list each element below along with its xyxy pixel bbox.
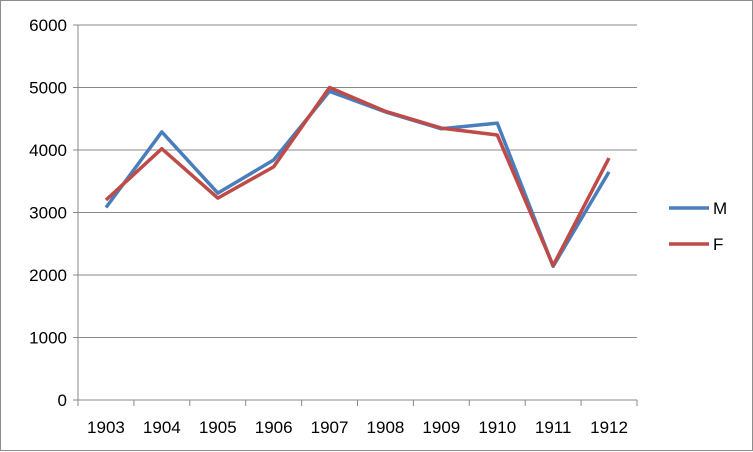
y-axis-tick-labels: 0 1000 2000 3000 4000 5000 6000 bbox=[29, 16, 67, 410]
x-tick-label: 1907 bbox=[311, 418, 349, 437]
x-tick-label: 1908 bbox=[367, 418, 405, 437]
y-tick-label: 2000 bbox=[29, 266, 67, 285]
x-tick-label: 1904 bbox=[143, 418, 181, 437]
y-tick-label: 3000 bbox=[29, 204, 67, 223]
x-tick-label: 1910 bbox=[478, 418, 516, 437]
y-tick-label: 0 bbox=[58, 391, 67, 410]
y-tick-label: 1000 bbox=[29, 329, 67, 348]
x-tick-label: 1905 bbox=[199, 418, 237, 437]
y-tick-label: 6000 bbox=[29, 16, 67, 35]
x-tick-label: 1906 bbox=[255, 418, 293, 437]
x-tick-label: 1909 bbox=[422, 418, 460, 437]
gridlines bbox=[78, 24, 637, 338]
series-line-F bbox=[104, 85, 611, 268]
legend: MF bbox=[669, 199, 727, 254]
x-tick-label: 1912 bbox=[590, 418, 628, 437]
axes bbox=[73, 24, 638, 406]
x-tick-label: 1903 bbox=[87, 418, 125, 437]
y-tick-label: 4000 bbox=[29, 141, 67, 160]
y-tick-label: 5000 bbox=[29, 79, 67, 98]
legend-label-F: F bbox=[713, 235, 723, 254]
x-axis-tick-labels: 1903 1904 1905 1906 1907 1908 1909 1910 1911 1912 bbox=[87, 418, 628, 437]
x-tick-label: 1911 bbox=[535, 418, 572, 437]
legend-label-M: M bbox=[713, 199, 727, 218]
series-lines bbox=[104, 85, 611, 269]
series-line-M bbox=[104, 89, 611, 269]
